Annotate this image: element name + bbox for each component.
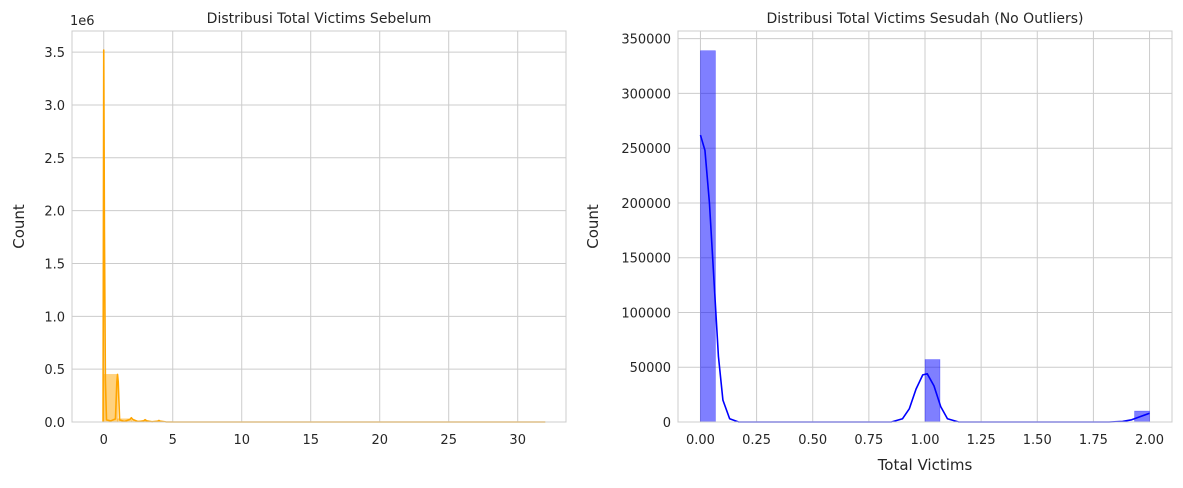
chart-before-bars (104, 374, 173, 422)
chart-after-x-ticks: 0.00 0.25 0.50 0.75 1.00 1.25 1.50 1.75 2.00 (686, 433, 1164, 448)
chart-after-y-tick-label-5: 250000 (621, 142, 671, 157)
chart-after-y-tick-label-2: 100000 (621, 306, 671, 321)
chart-before-y-tick-label-0: 0.0 (44, 416, 65, 431)
chart-before: 0 5 10 15 20 25 30 0.0 0.5 1.0 1.5 2.0 2.5 3.0 3.5 Di… (10, 11, 566, 448)
chart-after: 0.00 0.25 0.50 0.75 1.00 1.25 1.50 1.75 2.00 0 50… (584, 11, 1172, 474)
chart-after-y-tick-label-6: 300000 (621, 87, 671, 102)
chart-before-grid (72, 31, 566, 422)
chart-after-bar-0 (700, 51, 715, 422)
chart-before-y-label: Count (10, 204, 28, 249)
chart-after-y-tick-label-4: 200000 (621, 197, 671, 212)
chart-after-x-tick-label-5: 1.25 (967, 433, 996, 448)
chart-before-y-tick-label-3: 1.5 (44, 257, 65, 272)
chart-before-x-tick-label-0: 0 (100, 433, 108, 448)
chart-before-x-tick-label-5: 25 (440, 433, 457, 448)
chart-before-y-tick-label-4: 2.0 (44, 205, 65, 220)
chart-after-title: Distribusi Total Victims Sesudah (No Out… (767, 11, 1084, 27)
chart-after-x-tick-label-1: 0.25 (742, 433, 771, 448)
chart-after-x-label: Total Victims (877, 456, 973, 474)
chart-before-x-tick-label-6: 30 (509, 433, 526, 448)
chart-before-y-tick-label-7: 3.5 (44, 46, 65, 61)
chart-before-y-tick-label-1: 0.5 (44, 363, 65, 378)
chart-before-frame (72, 31, 566, 422)
chart-after-x-tick-label-6: 1.50 (1023, 433, 1052, 448)
chart-before-x-tick-label-3: 15 (302, 433, 319, 448)
chart-before-x-tick-label-1: 5 (169, 433, 177, 448)
chart-after-bar-1 (925, 360, 940, 422)
chart-before-kde (103, 50, 545, 422)
chart-before-kde-line (103, 50, 545, 422)
chart-before-offset-text: 1e6 (70, 14, 95, 29)
chart-before-x-ticks: 0 5 10 15 20 25 30 (100, 433, 526, 448)
chart-before-x-tick-label-4: 20 (371, 433, 388, 448)
chart-after-y-label: Count (584, 204, 602, 249)
chart-after-x-tick-label-2: 0.50 (798, 433, 827, 448)
chart-before-y-tick-label-6: 3.0 (44, 99, 65, 114)
chart-after-x-tick-label-4: 1.00 (911, 433, 940, 448)
chart-after-x-tick-label-8: 2.00 (1135, 433, 1164, 448)
chart-after-y-tick-label-3: 150000 (621, 252, 671, 267)
chart-before-y-tick-label-2: 1.0 (44, 310, 65, 325)
chart-after-y-tick-label-7: 350000 (621, 33, 671, 48)
chart-after-y-tick-label-1: 50000 (630, 361, 671, 376)
chart-before-title: Distribusi Total Victims Sebelum (207, 11, 432, 27)
chart-before-y-tick-label-5: 2.5 (44, 152, 65, 167)
chart-after-x-tick-label-3: 0.75 (854, 433, 883, 448)
chart-before-x-tick-label-2: 10 (233, 433, 250, 448)
chart-after-y-ticks: 0 50000 100000 150000 200000 250000 300000 3500… (621, 33, 671, 431)
chart-after-x-tick-label-0: 0.00 (686, 433, 715, 448)
chart-before-y-ticks: 0.0 0.5 1.0 1.5 2.0 2.5 3.0 3.5 (44, 46, 65, 431)
chart-after-y-tick-label-0: 0 (663, 416, 671, 431)
chart-after-x-tick-label-7: 1.75 (1079, 433, 1108, 448)
